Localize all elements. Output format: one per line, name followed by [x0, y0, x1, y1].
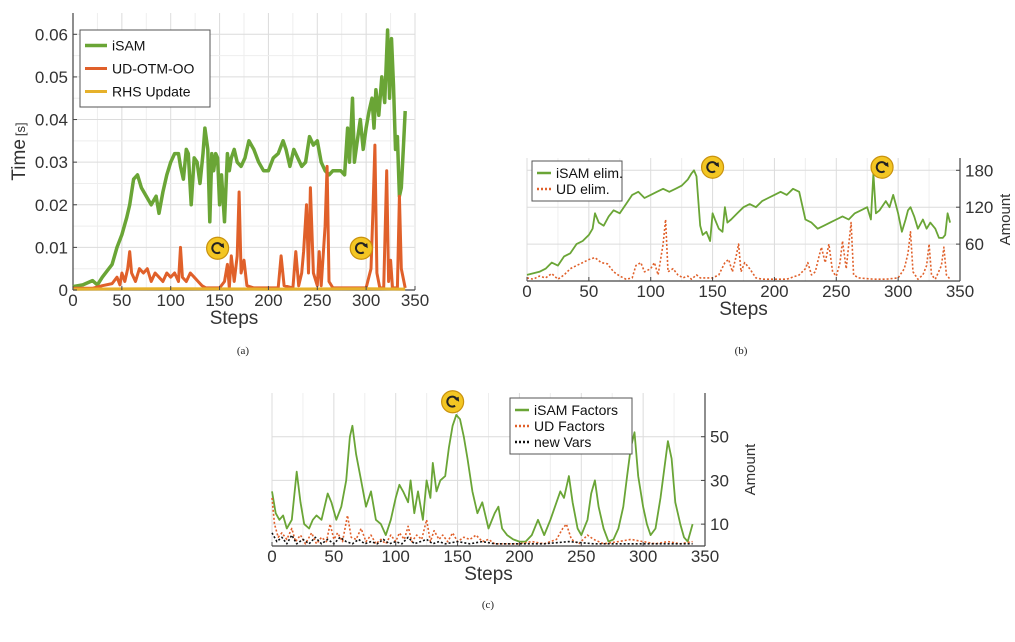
y-tick-label: 0.04: [35, 111, 68, 130]
series-line-isam-elim-: [526, 169, 951, 276]
legend-label: iSAM elim.: [556, 165, 623, 181]
y-tick-label: 0.05: [35, 68, 68, 87]
legend-label: RHS Update: [112, 84, 191, 100]
legend-box: [509, 397, 633, 455]
y-axis-label: Amount: [742, 443, 759, 496]
refresh-marker-icon: [349, 236, 373, 260]
x-axis-label: Steps: [719, 299, 768, 320]
refresh-marker-arrow: [706, 161, 719, 174]
refresh-marker-arrow: [446, 395, 459, 408]
x-tick-label: 150: [698, 282, 726, 301]
x-tick-label: 50: [112, 291, 131, 310]
x-tick-label: 250: [567, 547, 595, 566]
y-tick-label: 0.01: [35, 238, 68, 257]
legend-box: [531, 160, 623, 202]
y-tick-label: 10: [710, 515, 729, 534]
y-axis-label: Amount: [997, 193, 1014, 246]
y-tick-label: 180: [965, 161, 993, 180]
x-tick-label: 300: [352, 291, 380, 310]
x-tick-label: 200: [254, 291, 282, 310]
refresh-marker-arrow: [211, 242, 224, 255]
chart-caption: (b): [735, 345, 748, 357]
legend-label: iSAM: [112, 38, 145, 54]
y-axis-label: Time [s]: [9, 122, 30, 180]
chart-caption: (c): [482, 599, 495, 611]
legend: iSAM elim.UD elim.: [531, 160, 623, 202]
y-tick-label: 0.06: [35, 25, 68, 44]
x-tick-label: 150: [443, 547, 471, 566]
legend-label: iSAM Factors: [534, 402, 618, 418]
refresh-marker-arrow: [875, 161, 888, 174]
legend-label: new Vars: [534, 434, 591, 450]
refresh-marker-arrowhead: [454, 396, 460, 402]
legend-label: UD-OTM-OO: [112, 61, 195, 77]
x-tick-label: 350: [401, 291, 429, 310]
refresh-marker-circle: [870, 155, 894, 179]
x-tick-label: 0: [68, 291, 77, 310]
refresh-marker-circle: [349, 236, 373, 260]
y-tick-label: 30: [710, 471, 729, 490]
x-tick-label: 100: [382, 547, 410, 566]
refresh-marker-arrowhead: [362, 243, 368, 249]
x-tick-label: 100: [157, 291, 185, 310]
chart-1: 0 50 100 150 200 250 300 350 0 0.01 0.02 0.03 0.04 0.…: [9, 13, 429, 357]
x-tick-label: 250: [822, 282, 850, 301]
x-tick-label: 300: [884, 282, 912, 301]
y-axis-label-main: Time: [9, 139, 30, 181]
refresh-marker-icon: [206, 236, 230, 260]
refresh-marker-icon: [441, 390, 465, 414]
x-axis-label: Steps: [464, 564, 513, 585]
refresh-marker-circle: [206, 236, 230, 260]
chart-3: 0 50 100 150 200 250 300 350 10 30 50 Steps Amount iS…: [267, 390, 759, 611]
y-tick-label: 60: [965, 235, 984, 254]
x-tick-label: 100: [637, 282, 665, 301]
y-axis-label-unit: [s]: [13, 122, 28, 136]
x-tick-label: 50: [324, 547, 343, 566]
x-tick-label: 50: [579, 282, 598, 301]
legend: iSAM UD-OTM-OO RHS Update: [79, 29, 211, 108]
y-tick-label: 0.03: [35, 153, 68, 172]
x-tick-label: 150: [205, 291, 233, 310]
refresh-marker-arrowhead: [219, 243, 225, 249]
series-line-isam: [72, 28, 407, 289]
refresh-marker-icon: [870, 155, 894, 179]
y-tick-label: 50: [710, 428, 729, 447]
refresh-marker-arrowhead: [714, 162, 720, 168]
y-tick-label: 0: [59, 281, 68, 300]
series-line-ud-otm-oo: [73, 143, 407, 290]
chart-caption: (a): [237, 345, 250, 357]
x-tick-label: 350: [691, 547, 719, 566]
x-tick-label: 0: [267, 547, 276, 566]
x-tick-label: 350: [946, 282, 974, 301]
series-line-isam-factors: [271, 414, 694, 543]
series-line-ud-elim-: [526, 218, 951, 280]
legend-label: UD elim.: [556, 181, 610, 197]
x-tick-label: 200: [505, 547, 533, 566]
y-tick-label: 0.02: [35, 196, 68, 215]
x-axis-label: Steps: [210, 308, 259, 329]
refresh-marker-icon: [700, 155, 725, 179]
x-tick-label: 250: [303, 291, 331, 310]
legend-label: UD Factors: [534, 418, 605, 434]
refresh-marker-circle: [700, 155, 725, 179]
x-tick-label: 300: [629, 547, 657, 566]
refresh-marker-arrowhead: [883, 162, 889, 168]
x-tick-label: 200: [760, 282, 788, 301]
refresh-marker-arrow: [354, 242, 367, 255]
y-tick-label: 120: [965, 198, 993, 217]
x-tick-label: 0: [522, 282, 531, 301]
refresh-marker-circle: [441, 390, 465, 414]
chart-2: 0 50 100 150 200 250 300 350 60 120 180 Steps Amount…: [522, 155, 1014, 357]
